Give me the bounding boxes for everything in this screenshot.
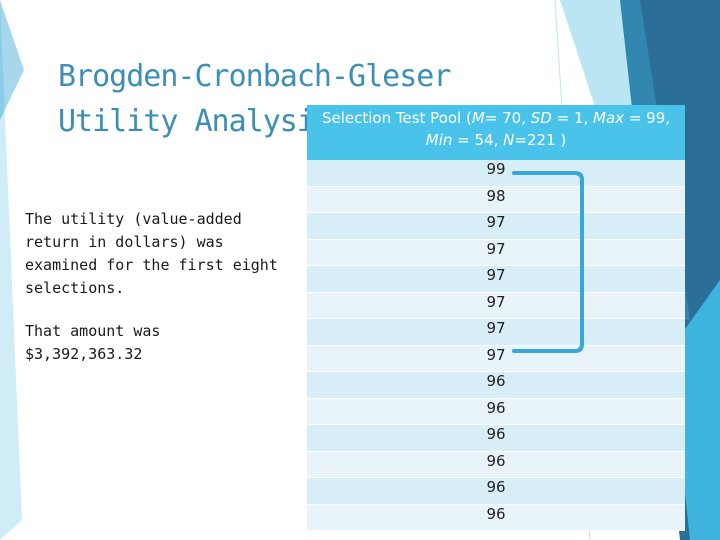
slide-title-line1: Brogden-Cronbach-Gleser <box>58 59 451 94</box>
score-cell: 96 <box>307 398 685 425</box>
score-cell: 96 <box>307 371 685 399</box>
score-cell: 97 <box>307 265 685 293</box>
table-row: 96 <box>307 371 685 399</box>
header-line2: Min = 54, N=221 ) <box>425 131 567 149</box>
table-row: 97 <box>307 292 685 319</box>
left-accent-chevron <box>0 0 24 120</box>
selection-test-pool-table: Selection Test Pool (M= 70, SD = 1, Max … <box>307 105 685 531</box>
score-cell: 96 <box>307 477 685 505</box>
table-row: 98 <box>307 186 685 213</box>
body-paragraph-amount: That amount was $3,392,363.32 <box>25 322 161 363</box>
table-row: 96 <box>307 424 685 452</box>
score-cell: 97 <box>307 239 685 266</box>
table-row: 96 <box>307 398 685 425</box>
table-row: 97 <box>307 318 685 346</box>
table-row: 97 <box>307 239 685 266</box>
slide-title: Brogden-Cronbach-Gleser Utility Analysis <box>58 54 451 144</box>
score-cell: 96 <box>307 451 685 478</box>
score-cell: 96 <box>307 424 685 452</box>
table-header: Selection Test Pool (M= 70, SD = 1, Max … <box>307 105 685 160</box>
slide-title-line2: Utility Analysis <box>58 104 332 139</box>
score-cell: 97 <box>307 212 685 240</box>
score-cell: 98 <box>307 186 685 213</box>
score-cell: 99 <box>307 160 685 187</box>
table-row: 97 <box>307 345 685 372</box>
body-paragraph-utility: The utility (value-added return in dolla… <box>25 210 278 297</box>
header-line1: Selection Test Pool (M= 70, SD = 1, Max … <box>321 109 671 127</box>
table-row: 97 <box>307 265 685 293</box>
table-row: 96 <box>307 504 685 531</box>
score-cell: 97 <box>307 292 685 319</box>
score-cell: 97 <box>307 318 685 346</box>
table-row: 97 <box>307 212 685 240</box>
left-accent-triangle <box>0 0 22 540</box>
score-cell: 96 <box>307 504 685 531</box>
score-cell: 97 <box>307 345 685 372</box>
body-text: The utility (value-added return in dolla… <box>25 208 285 386</box>
table-header-row: Selection Test Pool (M= 70, SD = 1, Max … <box>307 105 685 160</box>
table-row: 96 <box>307 477 685 505</box>
table-row: 99 <box>307 160 685 187</box>
table-row: 96 <box>307 451 685 478</box>
